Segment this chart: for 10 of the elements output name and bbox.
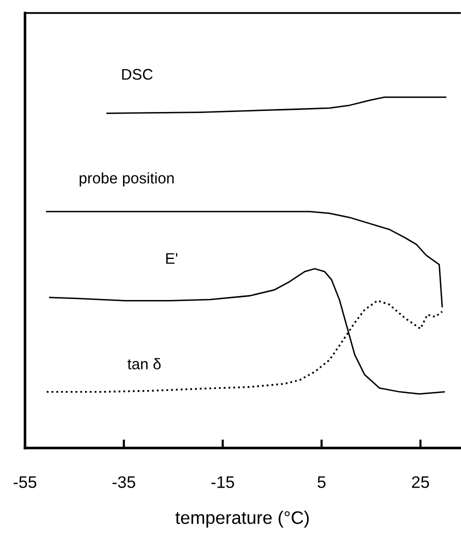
x-tick-label: -55 [14, 476, 36, 488]
x-tick-label: -15 [211, 476, 234, 488]
text: DSC [122, 68, 153, 80]
x-tick-label: 5 [318, 476, 326, 488]
x-axis-title: temperature (°C) [175, 510, 309, 528]
text: E' [166, 253, 178, 264]
series-label: probe position [80, 172, 174, 187]
x-tick-label: -35 [112, 476, 136, 488]
series-label: tan δ [128, 358, 161, 370]
x-tick-label: 25 [412, 476, 430, 488]
